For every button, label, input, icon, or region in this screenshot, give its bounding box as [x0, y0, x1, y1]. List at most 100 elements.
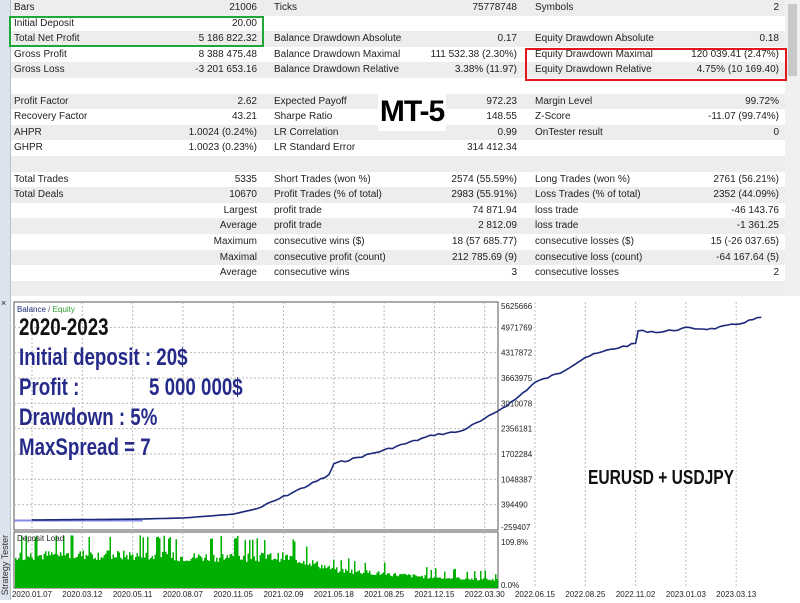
- x-tick-label: 2020.05.11: [113, 590, 153, 599]
- deposit-load-bar: [201, 557, 203, 588]
- deposit-load-bar: [135, 556, 137, 588]
- profit-label-annotation: Profit :: [19, 374, 80, 401]
- deposit-load-title: Deposit Load: [17, 534, 64, 543]
- metric-value: 2: [773, 267, 779, 279]
- report-row: AHPR 1.0024 (0.24%) LR Correlation 0.99 OnTe…: [11, 124, 785, 141]
- deposit-load-bar: [465, 578, 467, 588]
- deposit-load-bar: [267, 554, 269, 588]
- deposit-load-bar: [367, 572, 369, 588]
- metric-value: 8 388 475.48: [198, 48, 257, 60]
- drawdown-annotation: Drawdown : 5%: [19, 404, 158, 431]
- deposit-load-bar: [316, 561, 318, 588]
- deposit-load-bar: [351, 569, 353, 588]
- deposit-load-bar: [402, 574, 404, 588]
- deposit-load-bar: [204, 557, 206, 588]
- deposit-load-bar: [483, 578, 485, 588]
- deposit-load-bar: [450, 578, 452, 588]
- deposit-load-bar: [67, 553, 69, 588]
- deposit-load-bar: [25, 535, 27, 588]
- deposit-load-bar: [213, 554, 215, 588]
- deposit-load-bar: [496, 578, 498, 588]
- deposit-load-bar: [186, 560, 188, 588]
- metric-value: 75778748: [472, 2, 518, 13]
- deposit-load-bar: [31, 558, 33, 588]
- deposit-load-bar: [390, 575, 392, 588]
- metric-value: -11.07 (99.74%): [708, 111, 779, 123]
- strategy-tester-side-tab[interactable]: × Strategy Tester: [0, 0, 11, 600]
- deposit-load-bar: [132, 554, 134, 588]
- deposit-load-bar: [393, 574, 395, 588]
- y-tick-label: 5625666: [501, 302, 533, 311]
- y-tick-label: 4317872: [501, 349, 533, 358]
- x-tick-label: 2021.08.25: [364, 590, 405, 599]
- deposit-load-bar: [51, 552, 53, 588]
- deposit-load-bar: [405, 574, 407, 588]
- period-annotation: 2020-2023: [19, 314, 109, 341]
- deposit-load-bar: [168, 538, 170, 588]
- deposit-load-bar: [298, 562, 300, 588]
- deposit-load-bar: [444, 571, 446, 588]
- deposit-load-bar: [378, 571, 380, 588]
- deposit-load-bar: [219, 557, 221, 588]
- metric-label: loss trade: [535, 204, 579, 216]
- report-row: Average profit trade 2 812.09 loss trade -1 …: [11, 218, 785, 234]
- metric-value: 21006: [229, 2, 257, 13]
- deposit-load-bar: [492, 578, 494, 588]
- report-row: Gross Loss -3 201 653.16 Balance Drawdown …: [11, 62, 785, 78]
- deposit-load-bar: [61, 555, 63, 588]
- deposit-load-bar: [210, 538, 212, 588]
- deposit-load-bar: [109, 536, 111, 588]
- deposit-load-bar: [117, 551, 119, 588]
- deposit-load-bar: [171, 558, 173, 588]
- profit-value-annotation: 5 000 000$: [149, 374, 243, 401]
- deposit-load-bar: [481, 579, 483, 588]
- balance-chart-svg: 5625666 4971769 4317872 3663975 3010078 23561…: [12, 301, 762, 599]
- deposit-load-bar: [282, 552, 284, 588]
- deposit-load-bar: [180, 557, 182, 588]
- metric-label: consecutive losses ($): [535, 236, 634, 247]
- deposit-load-bar: [418, 576, 420, 588]
- x-tick-label: 2021.05.18: [314, 590, 355, 599]
- deposit-load-bar: [36, 535, 38, 588]
- deposit-load-bar: [445, 578, 447, 588]
- deposit-load-bar: [159, 538, 161, 588]
- side-tab-label: Strategy Tester: [0, 534, 10, 596]
- metric-label: Equity Drawdown Relative: [535, 64, 652, 76]
- deposit-load-bar: [304, 564, 306, 588]
- legend-separator: /: [46, 305, 53, 314]
- deposit-load-bar: [256, 538, 258, 588]
- deposit-load-bar: [276, 559, 278, 588]
- deposit-load-bar: [198, 554, 200, 588]
- metric-value: Maximum: [213, 236, 257, 247]
- deposit-load-bar: [441, 578, 443, 588]
- deposit-load-bar: [237, 535, 239, 588]
- deposit-load-bar: [352, 573, 354, 588]
- metric-label: Balance Drawdown Maximal: [274, 48, 401, 60]
- vertical-scrollbar[interactable]: [785, 0, 800, 296]
- deposit-load-bar: [252, 539, 254, 588]
- close-icon[interactable]: ×: [1, 298, 7, 308]
- deposit-load-bar: [286, 554, 288, 588]
- maxspread-annotation: MaxSpread = 7: [19, 434, 151, 461]
- highlight-box-equity-drawdown: [525, 48, 787, 81]
- deposit-load-bar: [42, 559, 44, 588]
- deposit-load-bar: [105, 553, 107, 588]
- y-tick-label: 1702284: [501, 450, 533, 459]
- metric-value: 3.38% (11.97): [454, 64, 517, 76]
- deposit-load-bar: [249, 539, 251, 588]
- deposit-load-bar: [202, 560, 204, 588]
- metric-label: Balance Drawdown Absolute: [274, 33, 402, 45]
- deposit-load-bar: [289, 555, 291, 588]
- deposit-load-bar: [129, 552, 131, 588]
- metric-label: LR Standard Error: [274, 142, 356, 154]
- deposit-load-bar: [231, 554, 233, 588]
- deposit-load-bar: [232, 556, 234, 588]
- deposit-load-bar: [84, 559, 86, 588]
- deposit-load-bar: [37, 556, 39, 588]
- scrollbar-thumb[interactable]: [788, 4, 797, 76]
- deposit-load-bar: [288, 559, 290, 588]
- metric-value: 4.75% (10 169.40): [696, 64, 779, 76]
- deposit-load-bar: [330, 569, 332, 588]
- symbols-annotation: EURUSD + USDJPY: [588, 467, 735, 489]
- deposit-load-bar: [406, 575, 408, 588]
